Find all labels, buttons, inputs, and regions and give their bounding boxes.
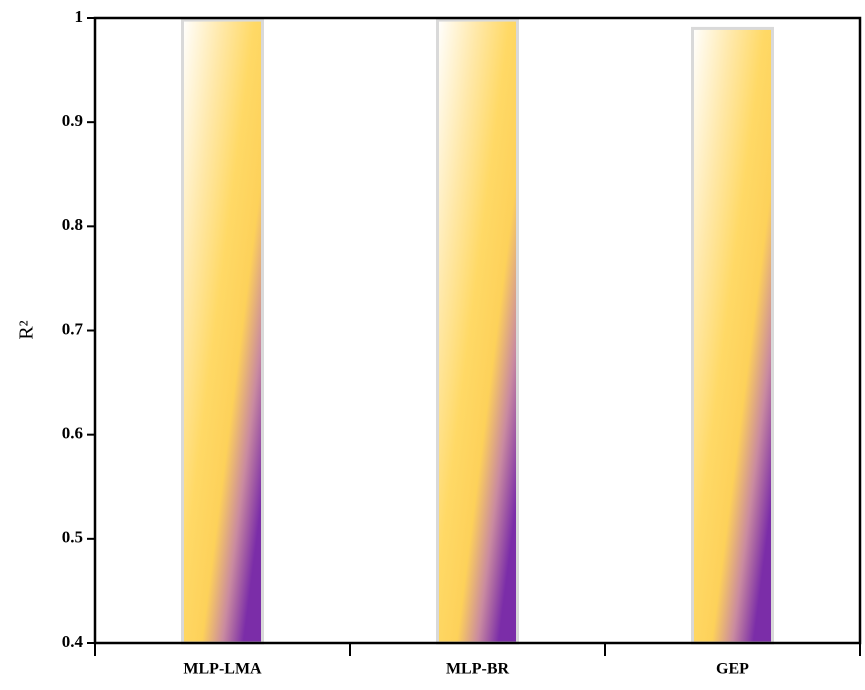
y-tick-label: 0.8 — [62, 215, 83, 234]
y-tick-label: 0.7 — [62, 319, 84, 338]
y-axis-label: R² — [16, 320, 38, 339]
bar — [436, 18, 519, 645]
y-tick-label: 0.4 — [62, 632, 84, 651]
bar — [181, 18, 264, 645]
x-tick-label: GEP — [716, 661, 749, 678]
y-tick-label: 0.9 — [62, 111, 83, 130]
plot-frame — [93, 16, 862, 645]
y-tick-label: 1 — [75, 7, 84, 26]
x-tick-label: MLP-BR — [446, 661, 510, 678]
x-tick-label: MLP-LMA — [183, 661, 262, 678]
y-tick-label: 0.6 — [62, 424, 83, 443]
bar — [691, 26, 774, 645]
y-tick-label: 0.5 — [62, 528, 83, 547]
